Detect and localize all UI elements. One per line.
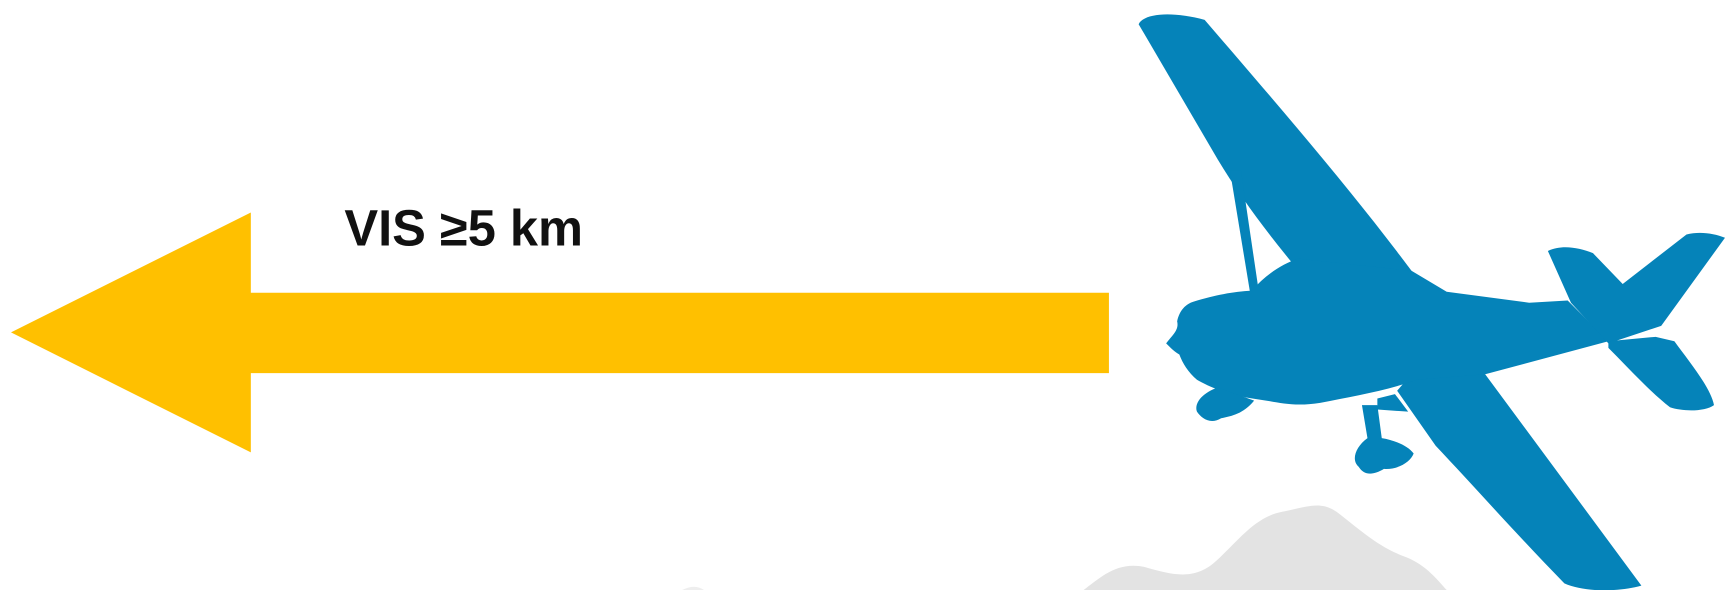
arrow <box>11 212 1109 453</box>
airplane <box>1138 14 1725 590</box>
visibility-label: VIS ≥5 km <box>344 199 583 256</box>
hill <box>682 586 705 590</box>
mountain <box>1083 505 1447 590</box>
